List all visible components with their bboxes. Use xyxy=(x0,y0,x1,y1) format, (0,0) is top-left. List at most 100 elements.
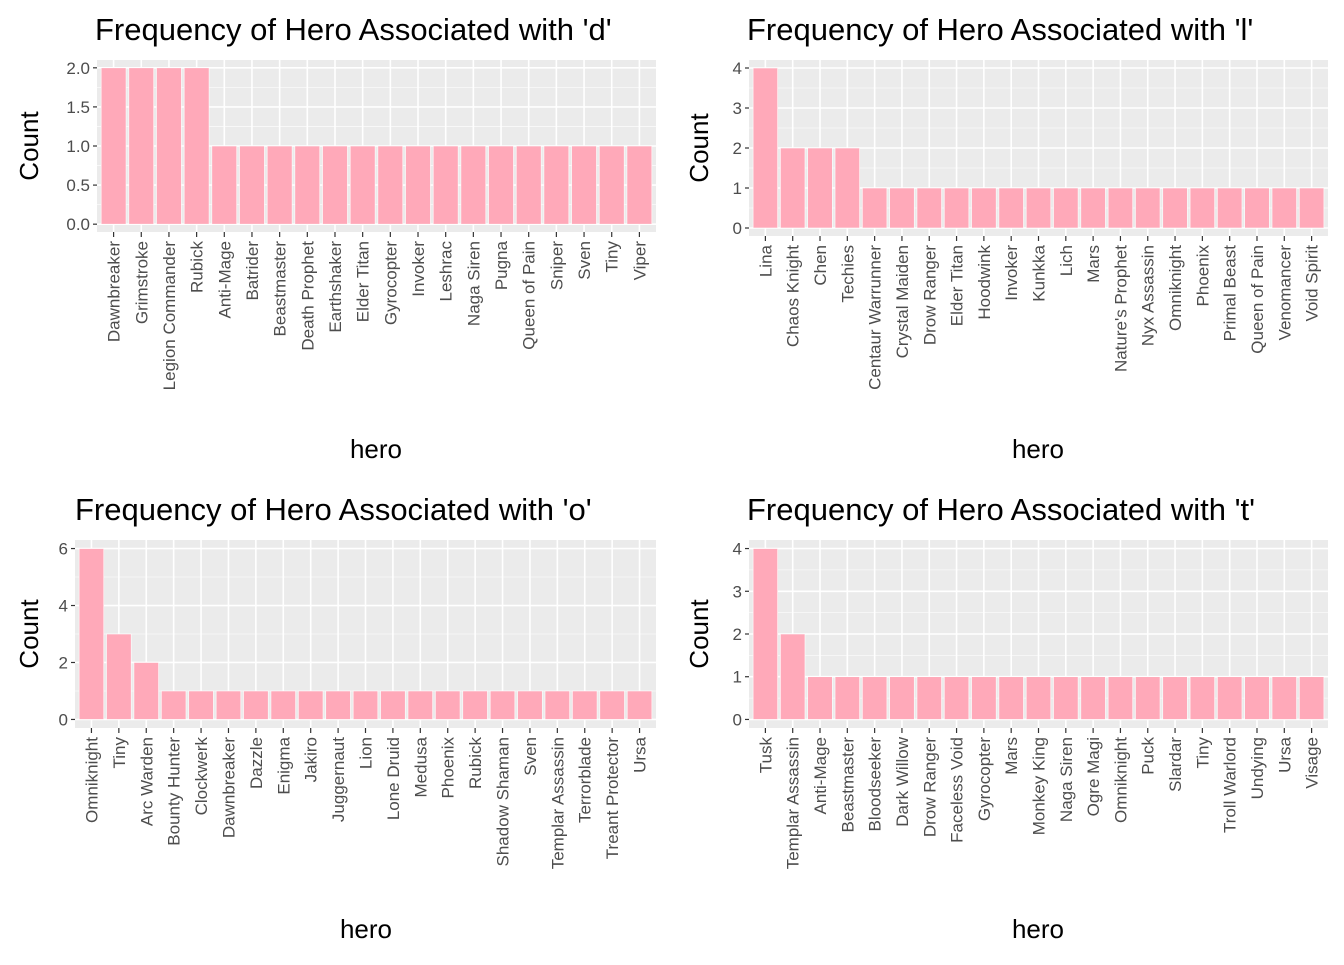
bar xyxy=(998,676,1024,720)
bar xyxy=(889,676,915,720)
x-tick-label: Venomancer xyxy=(1275,245,1294,341)
bar xyxy=(432,145,459,225)
x-tick-label: Rubick xyxy=(188,241,207,293)
bar xyxy=(377,145,404,225)
x-tick-label: Tusk xyxy=(756,737,775,774)
bar xyxy=(572,690,598,720)
x-tick-label: Legion Commander xyxy=(160,241,179,391)
bar xyxy=(239,145,265,225)
x-tick-label: Anti-Mage xyxy=(215,241,234,318)
bar xyxy=(488,145,514,225)
bar xyxy=(460,145,487,225)
y-tick-label: 4 xyxy=(733,59,742,78)
bar xyxy=(128,67,155,225)
bar xyxy=(270,690,296,720)
bar xyxy=(971,187,997,229)
bar xyxy=(106,633,132,720)
x-tick-label: Drow Ranger xyxy=(920,737,939,837)
x-tick-label: Medusa xyxy=(411,736,430,797)
x-tick-label: Tiny xyxy=(110,737,129,769)
bar xyxy=(188,690,214,720)
x-tick-label: Primal Beast xyxy=(1221,245,1240,342)
y-tick-label: 6 xyxy=(59,540,68,559)
x-tick-label: Invoker xyxy=(1002,245,1021,301)
x-tick-label: Nyx Assassin xyxy=(1139,245,1158,346)
x-tick-label: Beastmaster xyxy=(838,737,857,833)
x-tick-label: Dawnbreaker xyxy=(105,241,124,342)
y-tick-label: 1 xyxy=(733,668,742,687)
y-tick-label: 0 xyxy=(59,710,68,729)
bar xyxy=(598,145,625,225)
x-tick-label: Centaur Warrunner xyxy=(866,245,885,390)
y-tick-label: 0 xyxy=(733,710,742,729)
chart-panel-0: 0.0 0.5 1.0 1.5 2.0 Dawnbreaker Grimstroke Legi… xyxy=(14,12,656,464)
x-tick-label: Pugna xyxy=(492,240,511,290)
bar xyxy=(1162,676,1188,720)
x-tick-label: Chaos Knight xyxy=(784,245,803,347)
x-tick-label: Gyrocopter xyxy=(975,737,994,821)
x-tick-label: Viper xyxy=(630,241,649,281)
bar xyxy=(298,690,324,720)
y-tick-label: 2 xyxy=(733,139,742,158)
bar xyxy=(407,690,433,720)
bar xyxy=(462,690,488,720)
x-tick-label: Juggernaut xyxy=(329,737,348,822)
x-tick-label: Puck xyxy=(1139,737,1158,775)
bar xyxy=(571,145,597,225)
bar xyxy=(998,187,1024,229)
chart-title: Frequency of Hero Associated with 't' xyxy=(747,492,1255,527)
bar xyxy=(294,145,321,225)
x-tick-label: Templar Assassin xyxy=(548,737,567,869)
x-tick-label: Hoodwink xyxy=(975,245,994,320)
chart-title: Frequency of Hero Associated with 'o' xyxy=(75,492,592,527)
bar xyxy=(971,676,997,720)
x-tick-label: Undying xyxy=(1248,737,1267,799)
bar xyxy=(599,690,625,720)
x-tick-label: Sven xyxy=(521,737,540,776)
x-tick-label: Arc Warden xyxy=(137,737,156,826)
x-tick-label: Lich xyxy=(1057,245,1076,276)
x-tick-label: Techies xyxy=(838,245,857,303)
chart-panel-3: 0 1 2 3 4 Tusk Templar Assassin Anti-Mage Beastm… xyxy=(684,492,1328,944)
bar xyxy=(266,145,293,225)
bar xyxy=(1025,187,1052,229)
x-tick-label: Drow Ranger xyxy=(920,245,939,345)
x-tick-label: Batrider xyxy=(243,241,262,301)
x-tick-label: Omniknight xyxy=(1166,245,1185,331)
x-tick-label: Naga Siren xyxy=(1057,737,1076,822)
x-tick-label: Queen of Pain xyxy=(1248,245,1267,354)
bar xyxy=(834,147,860,229)
bar xyxy=(862,676,888,720)
x-tick-label: Invoker xyxy=(409,241,428,297)
y-axis-title: Count xyxy=(684,113,714,183)
x-tick-label: Treant Protector xyxy=(603,737,622,860)
x-tick-label: Sven xyxy=(575,241,594,280)
bar xyxy=(100,67,127,225)
y-tick-label: 1 xyxy=(733,179,742,198)
x-tick-label: Monkey King xyxy=(1030,737,1049,835)
y-tick-label: 4 xyxy=(59,597,68,616)
bar xyxy=(1135,187,1161,229)
x-tick-label: Anti-Mage xyxy=(811,737,830,814)
bar xyxy=(156,67,182,225)
bar xyxy=(380,690,406,720)
bar xyxy=(515,145,542,225)
x-tick-label: Dazzle xyxy=(247,737,266,789)
bar xyxy=(161,690,187,720)
y-tick-label: 2 xyxy=(59,653,68,672)
x-tick-label: Void Spirit xyxy=(1303,245,1322,322)
x-tick-label: Gyrocopter xyxy=(381,241,400,325)
bar xyxy=(1053,676,1079,720)
x-tick-label: Phoenix xyxy=(1193,245,1212,307)
x-axis-title: hero xyxy=(340,914,392,944)
bar xyxy=(807,147,833,229)
bar xyxy=(349,145,376,225)
bar xyxy=(1299,676,1325,720)
bar xyxy=(916,187,942,229)
x-tick-label: Kunkka xyxy=(1030,244,1049,301)
y-axis-title: Count xyxy=(14,599,44,669)
bar xyxy=(1217,676,1243,720)
x-tick-label: Tiny xyxy=(1193,737,1212,769)
x-axis-title: hero xyxy=(1012,914,1064,944)
